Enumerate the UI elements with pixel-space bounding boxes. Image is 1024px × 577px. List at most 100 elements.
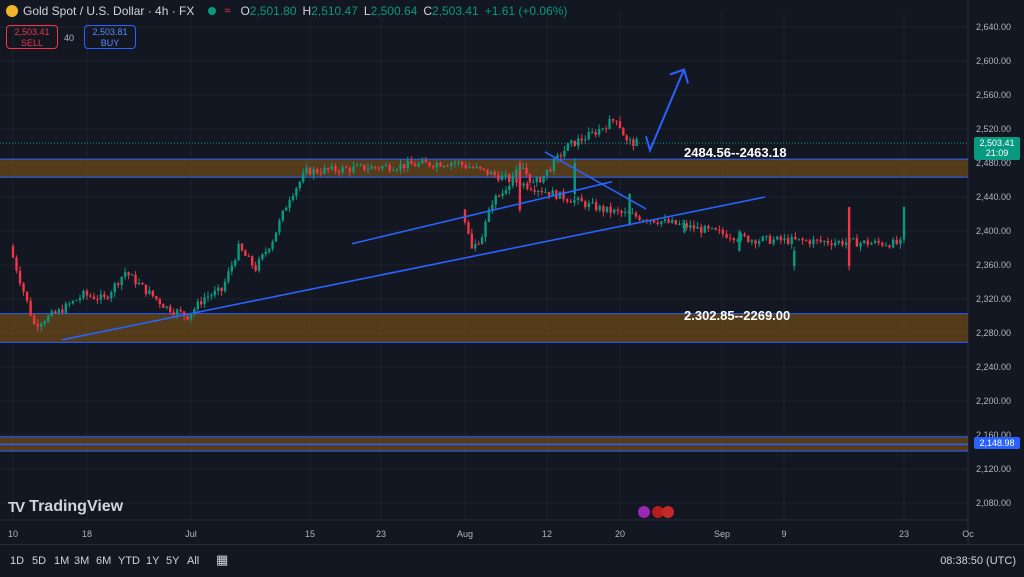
candle-body — [501, 193, 504, 196]
candle-body — [223, 281, 227, 292]
candle-body — [552, 158, 556, 172]
candle-body — [522, 183, 525, 186]
candle-body — [584, 139, 587, 141]
candle-body — [363, 164, 366, 171]
timeframe-1y[interactable]: 1Y — [146, 555, 160, 567]
candle-body — [837, 240, 841, 243]
timeframe-3m[interactable]: 3M — [74, 555, 90, 567]
candle-body — [754, 240, 757, 244]
candle-body — [384, 165, 388, 167]
y-tick-label: 2,520.00 — [976, 124, 1011, 134]
timeframe-bar: 1D 5D 1M 3M 6M YTD 1Y 5Y All ▦ 08:38:50 … — [0, 544, 1024, 577]
candle-body — [50, 311, 53, 316]
calendar-range-icon[interactable]: ▦ — [216, 552, 229, 567]
candle-body — [308, 167, 312, 175]
candle-body — [710, 227, 714, 229]
timeframe-1d[interactable]: 1D — [10, 555, 25, 567]
candle-body — [881, 242, 884, 246]
candle-body — [623, 211, 627, 213]
candle-body — [594, 132, 597, 135]
candle-body — [366, 168, 370, 171]
candle-body — [628, 194, 631, 225]
candle-body — [862, 240, 866, 243]
timeframe-5y[interactable]: 5Y — [166, 555, 180, 567]
candle-body — [622, 128, 625, 136]
candle-body — [536, 190, 540, 192]
candle-body — [525, 168, 528, 174]
candle-body — [681, 223, 685, 225]
timeframe-5d[interactable]: 5D — [32, 555, 47, 567]
candle-body — [257, 259, 261, 271]
last-price-tag: 2,503.41 21:09 — [974, 137, 1020, 160]
buy-button[interactable]: 2,503.81 BUY — [84, 25, 136, 49]
candle-body — [22, 283, 25, 292]
candle-body — [580, 138, 583, 141]
candle-body — [494, 195, 497, 205]
candle-body — [573, 162, 576, 195]
candle-body — [417, 163, 420, 167]
utc-clock[interactable]: 08:38:50 (UTC) — [940, 555, 1016, 567]
candle-body — [487, 209, 491, 222]
candle-body — [268, 248, 271, 252]
candle-body — [395, 169, 399, 171]
sell-label: SELL — [20, 38, 44, 48]
candle-body — [584, 201, 587, 208]
candle-body — [68, 303, 71, 305]
timeframe-ytd[interactable]: YTD — [118, 555, 140, 567]
candle-body — [134, 274, 137, 285]
x-tick-label: Oc — [962, 529, 974, 539]
candle-body — [765, 235, 768, 237]
candle-body — [169, 306, 172, 313]
candle-body — [89, 295, 92, 297]
timeframe-6m[interactable]: 6M — [96, 555, 112, 567]
candle-body — [508, 174, 511, 182]
candle-body — [251, 256, 254, 266]
candle-body — [563, 150, 566, 157]
candle-body — [25, 291, 29, 301]
candle-body — [562, 191, 565, 200]
x-tick-label: 20 — [615, 529, 625, 539]
candle-body — [678, 223, 681, 225]
sell-button[interactable]: 2,503.41 SELL — [6, 25, 58, 49]
candle-body — [538, 177, 542, 183]
zone-upper-label: 2484.56--2463.18 — [684, 145, 787, 160]
candle-body — [847, 207, 851, 267]
candle-body — [130, 274, 134, 276]
candle-body — [446, 165, 449, 167]
candle-body — [491, 204, 494, 210]
timeframe-1m[interactable]: 1M — [54, 555, 70, 567]
candle-body — [870, 243, 873, 245]
symbol-title[interactable]: Gold Spot / U.S. Dollar · 4h · FX — [23, 4, 195, 18]
candle-body — [844, 242, 848, 245]
x-tick-label: Aug — [457, 529, 473, 539]
candle-body — [110, 292, 113, 299]
candle-body — [175, 309, 179, 315]
candle-body — [877, 240, 880, 243]
indicator-icon[interactable]: ≈ — [224, 5, 231, 17]
candle-body — [565, 199, 569, 202]
buy-price: 2,503.81 — [92, 27, 128, 37]
candle-body — [855, 238, 859, 247]
y-tick-label: 2,480.00 — [976, 158, 1011, 168]
candle-body — [203, 297, 206, 305]
candle-body — [815, 239, 819, 241]
candle-body — [271, 241, 274, 249]
candle-body — [227, 271, 230, 282]
candle-body — [39, 324, 43, 327]
timeframe-all[interactable]: All — [187, 555, 200, 567]
candle-body — [551, 190, 554, 196]
candle-body — [92, 296, 96, 300]
candle-body — [779, 236, 783, 241]
candle-body — [468, 167, 471, 169]
candle-body — [714, 227, 717, 230]
symbol-legend[interactable]: Gold Spot / U.S. Dollar · 4h · FX ≈ O 2,5… — [6, 4, 573, 18]
candle-body — [186, 315, 189, 320]
candle-body — [750, 240, 754, 242]
candle-body — [718, 229, 721, 231]
candle-body — [628, 139, 632, 141]
candle-body — [576, 197, 580, 200]
candle-body — [732, 238, 735, 241]
logo-text: TradingView — [29, 498, 124, 515]
candle-body — [474, 243, 477, 249]
